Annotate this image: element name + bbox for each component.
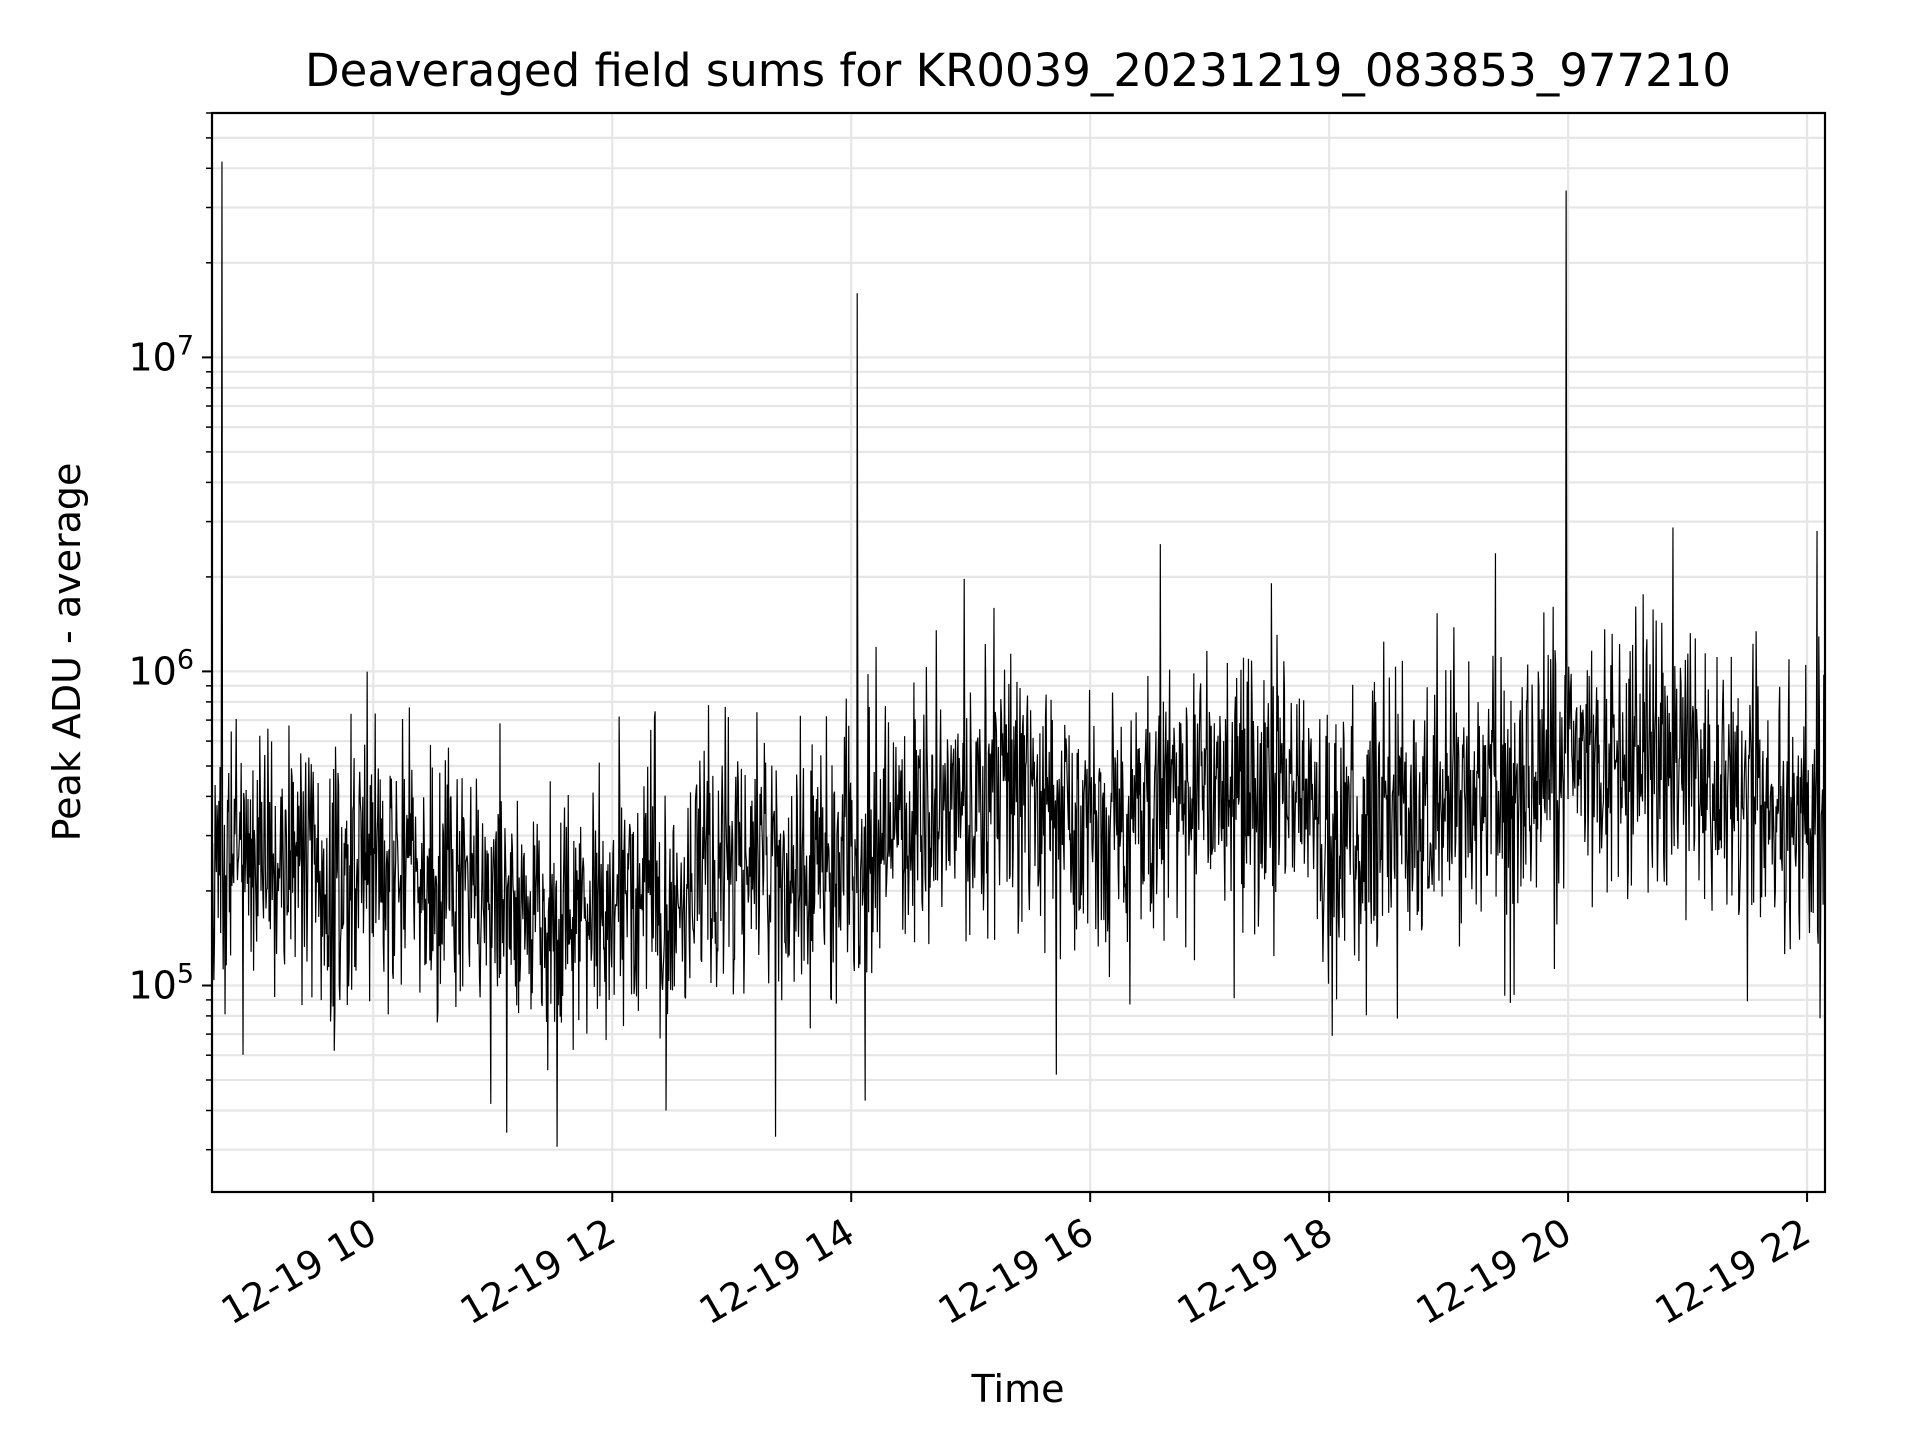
series-line [211, 161, 1826, 1147]
y-axis-label: Peak ADU - average [45, 463, 89, 842]
plot-layer [211, 161, 1826, 1147]
y-tick-label: 105 [128, 959, 194, 1008]
y-tick-label: 106 [128, 644, 194, 693]
chart-title: Deaveraged field sums for KR0039_2023121… [305, 44, 1731, 97]
axes-frame [210, 111, 1827, 1194]
x-axis-label: Time [971, 1367, 1065, 1411]
y-tick-label: 107 [128, 330, 194, 379]
